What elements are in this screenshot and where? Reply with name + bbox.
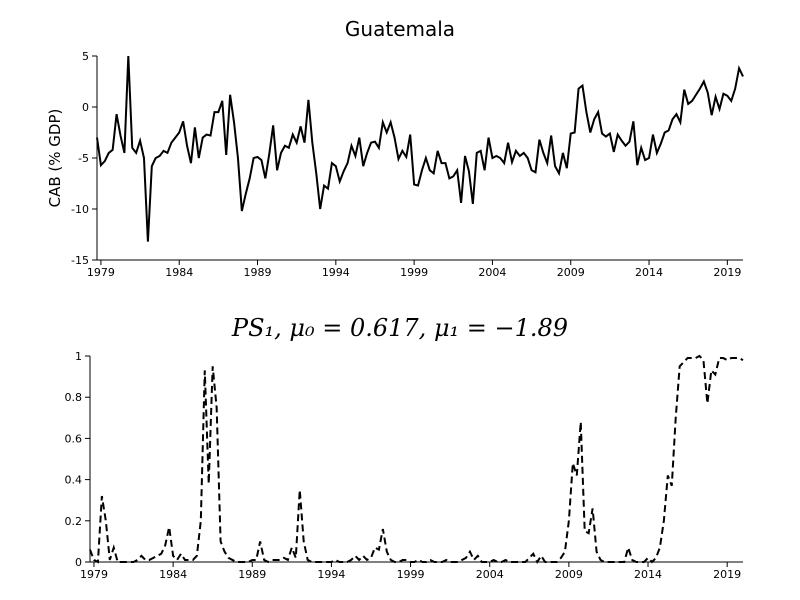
y-tick-label: 0.4 (65, 474, 83, 487)
x-tick-label: 2004 (478, 266, 506, 279)
y-axis-label: CAB (% GDP) (46, 109, 64, 208)
x-tick-label: 1984 (159, 568, 187, 581)
x-tick-label: 2009 (555, 568, 583, 581)
chart-title: PS₁, μ₀ = 0.617, μ₁ = −1.89 (231, 314, 568, 342)
x-tick-label: 1999 (400, 266, 428, 279)
y-tick-label: 0.6 (65, 432, 83, 445)
x-tick-label: 1984 (165, 266, 193, 279)
x-tick-label: 2014 (634, 568, 662, 581)
x-tick-label: 1999 (397, 568, 425, 581)
y-tick-label: 0.8 (65, 391, 83, 404)
x-tick-label: 2004 (476, 568, 504, 581)
x-tick-label: 2019 (713, 568, 741, 581)
chart-title: Guatemala (345, 17, 455, 41)
x-tick-label: 1979 (87, 266, 115, 279)
y-tick-label: -10 (71, 203, 89, 216)
y-tick-label: 0 (82, 101, 89, 114)
x-tick-label: 1994 (317, 568, 345, 581)
x-tick-label: 2019 (713, 266, 741, 279)
y-tick-label: 1 (75, 350, 82, 363)
data-line (96, 55, 744, 242)
x-tick-label: 1989 (244, 266, 272, 279)
x-tick-label: 1979 (80, 568, 108, 581)
x-tick-label: 1994 (322, 266, 350, 279)
x-tick-label: 2014 (635, 266, 663, 279)
data-line (89, 354, 744, 565)
y-tick-label: 0.2 (65, 515, 83, 528)
y-tick-label: 5 (82, 50, 89, 63)
x-tick-label: 1989 (238, 568, 266, 581)
y-tick-label: -15 (71, 254, 89, 267)
y-tick-label: -5 (78, 152, 89, 165)
x-tick-label: 2009 (557, 266, 585, 279)
y-tick-label: 0 (75, 556, 82, 569)
